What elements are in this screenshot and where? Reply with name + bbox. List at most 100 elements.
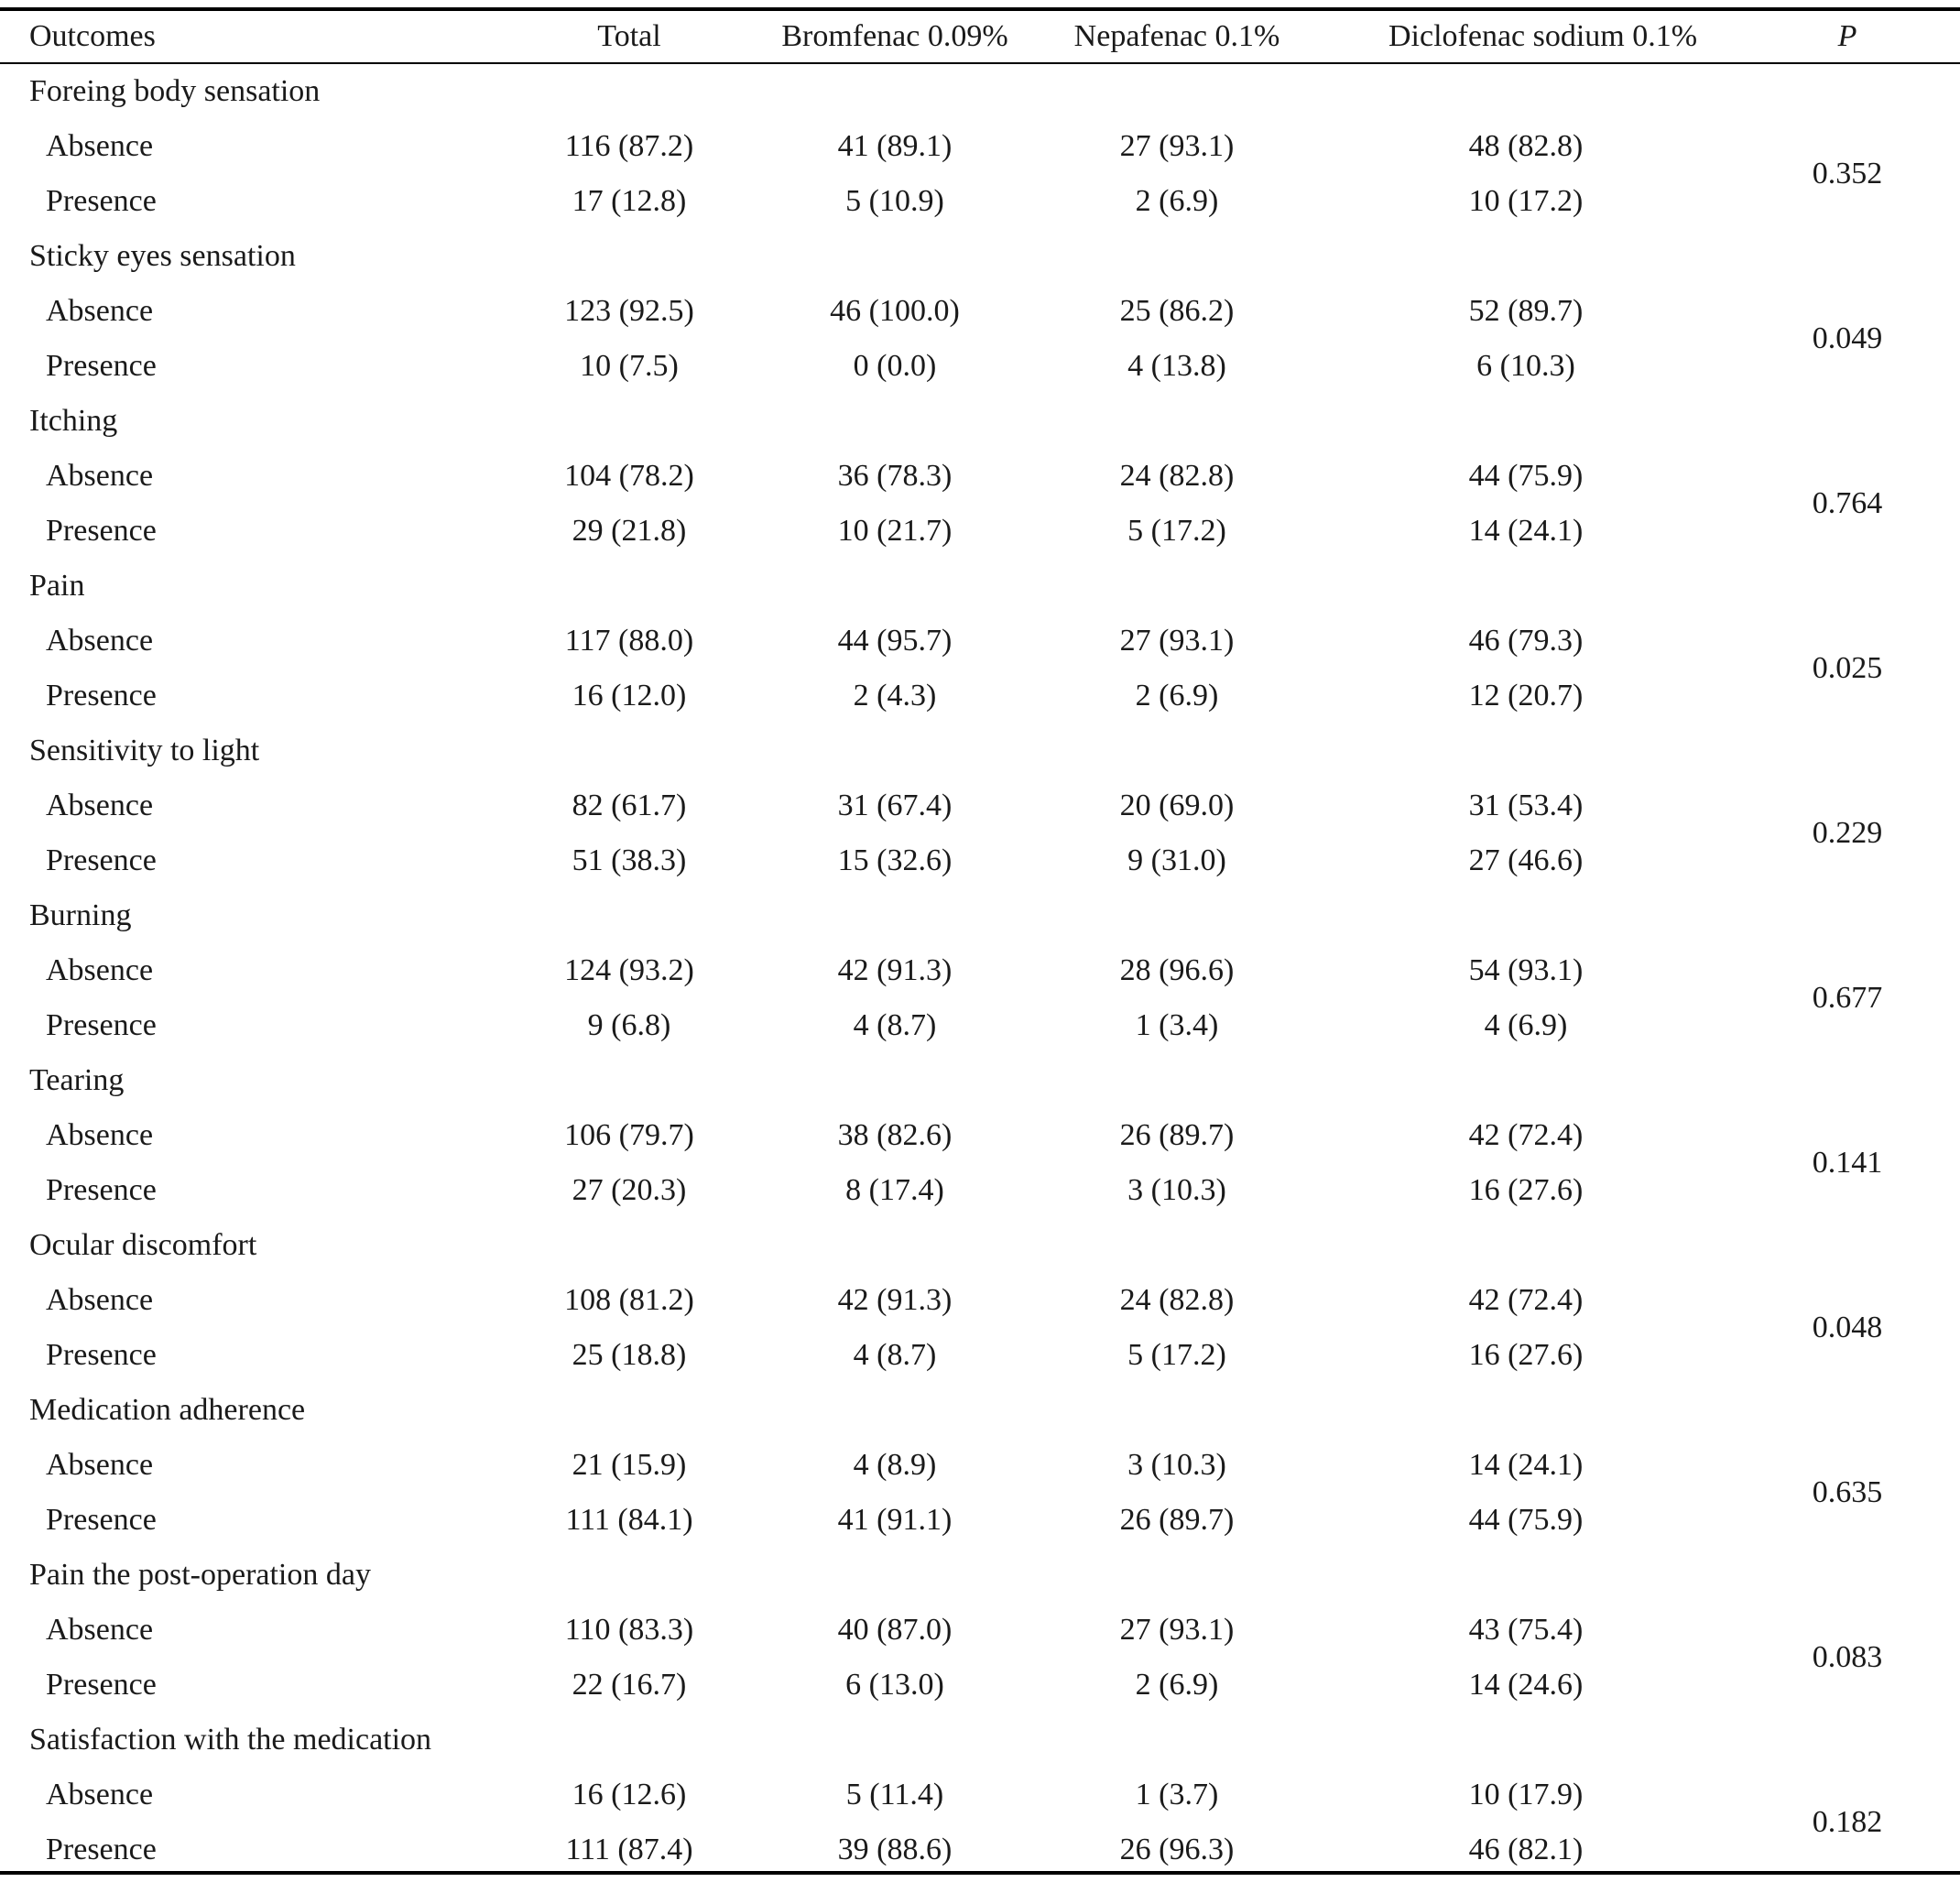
- outcome-label: Burning: [29, 898, 132, 932]
- cell-nepafenac: 2 (6.9): [1135, 679, 1219, 713]
- header-outcomes: Outcomes: [29, 19, 156, 53]
- table-row: Absence 123 (92.5) 46 (100.0) 25 (86.2) 52 (…: [0, 284, 1960, 339]
- table-row: Presence 111 (87.4) 39 (88.6) 26 (96.3) 46 (…: [0, 1822, 1960, 1877]
- category-label: Presence: [46, 1503, 157, 1537]
- category-label: Presence: [46, 1008, 157, 1042]
- p-value: 0.048: [1812, 1311, 1883, 1344]
- p-value: 0.635: [1812, 1475, 1883, 1509]
- cell-total: 17 (12.8): [572, 184, 687, 218]
- table-row: Presence 9 (6.8) 4 (8.7) 1 (3.4) 4 (6.9): [0, 998, 1960, 1053]
- cell-bromfenac: 6 (13.0): [845, 1668, 944, 1702]
- table-row: Presence 17 (12.8) 5 (10.9) 2 (6.9) 10 (17.2…: [0, 174, 1960, 229]
- category-label: Presence: [46, 349, 157, 383]
- cell-total: 111 (87.4): [565, 1833, 693, 1866]
- cell-nepafenac: 26 (96.3): [1119, 1833, 1235, 1866]
- cell-nepafenac: 3 (10.3): [1127, 1173, 1226, 1207]
- cell-nepafenac: 9 (31.0): [1127, 843, 1226, 877]
- category-label: Absence: [46, 1613, 154, 1647]
- cell-bromfenac: 40 (87.0): [837, 1613, 953, 1647]
- cell-diclofenac: 43 (75.4): [1468, 1613, 1584, 1647]
- cell-diclofenac: 52 (89.7): [1468, 294, 1584, 328]
- header-bromfenac: Bromfenac 0.09%: [781, 19, 1008, 53]
- cell-diclofenac: 4 (6.9): [1484, 1008, 1568, 1042]
- outcome-group-row: Ocular discomfort: [0, 1218, 1960, 1273]
- table-row: Presence 29 (21.8) 10 (21.7) 5 (17.2) 14 (24…: [0, 504, 1960, 559]
- cell-diclofenac: 54 (93.1): [1468, 953, 1584, 987]
- cell-nepafenac: 2 (6.9): [1135, 184, 1219, 218]
- cell-bromfenac: 41 (91.1): [837, 1503, 953, 1537]
- table-row: Presence 10 (7.5) 0 (0.0) 4 (13.8) 6 (10.3): [0, 339, 1960, 394]
- cell-total: 25 (18.8): [572, 1338, 687, 1372]
- p-value: 0.764: [1812, 486, 1883, 520]
- cell-total: 104 (78.2): [564, 459, 694, 493]
- p-value: 0.352: [1812, 157, 1883, 190]
- cell-diclofenac: 10 (17.9): [1468, 1778, 1584, 1811]
- cell-total: 10 (7.5): [580, 349, 679, 383]
- table-row: Presence 25 (18.8) 4 (8.7) 5 (17.2) 16 (27.6…: [0, 1328, 1960, 1383]
- category-label: Presence: [46, 1173, 157, 1207]
- p-value: 0.182: [1812, 1805, 1883, 1839]
- category-label: Absence: [46, 129, 154, 163]
- outcome-label: Sticky eyes sensation: [29, 239, 296, 273]
- cell-diclofenac: 27 (46.6): [1468, 843, 1584, 877]
- cell-total: 110 (83.3): [564, 1613, 694, 1647]
- category-label: Absence: [46, 789, 154, 822]
- outcome-group-row: Pain the post-operation day: [0, 1548, 1960, 1603]
- category-label: Absence: [46, 459, 154, 493]
- cell-total: 29 (21.8): [572, 514, 687, 548]
- cell-nepafenac: 20 (69.0): [1119, 789, 1235, 822]
- cell-bromfenac: 42 (91.3): [837, 953, 953, 987]
- cell-total: 124 (93.2): [564, 953, 694, 987]
- category-label: Absence: [46, 1778, 154, 1811]
- cell-diclofenac: 42 (72.4): [1468, 1118, 1584, 1152]
- outcome-label: Medication adherence: [29, 1393, 306, 1427]
- table-row: Absence 124 (93.2) 42 (91.3) 28 (96.6) 54 (9…: [0, 943, 1960, 998]
- cell-nepafenac: 28 (96.6): [1119, 953, 1235, 987]
- table-row: Presence 51 (38.3) 15 (32.6) 9 (31.0) 27 (46…: [0, 833, 1960, 888]
- outcome-group-row: Sticky eyes sensation: [0, 229, 1960, 284]
- cell-bromfenac: 5 (11.4): [845, 1778, 944, 1811]
- header-nepafenac: Nepafenac 0.1%: [1073, 19, 1280, 53]
- cell-nepafenac: 25 (86.2): [1119, 294, 1235, 328]
- table-header-row: Outcomes Total Bromfenac 0.09% Nepafenac…: [0, 9, 1960, 64]
- category-label: Presence: [46, 1668, 157, 1702]
- cell-total: 27 (20.3): [572, 1173, 687, 1207]
- category-label: Presence: [46, 514, 157, 548]
- cell-bromfenac: 46 (100.0): [830, 294, 960, 328]
- cell-total: 116 (87.2): [564, 129, 694, 163]
- cell-bromfenac: 10 (21.7): [837, 514, 953, 548]
- cell-bromfenac: 31 (67.4): [837, 789, 953, 822]
- cell-diclofenac: 44 (75.9): [1468, 1503, 1584, 1537]
- cell-total: 51 (38.3): [572, 843, 687, 877]
- cell-total: 82 (61.7): [572, 789, 687, 822]
- cell-nepafenac: 26 (89.7): [1119, 1503, 1235, 1537]
- outcome-group-row: Satisfaction with the medication: [0, 1713, 1960, 1768]
- table-row: Absence 104 (78.2) 36 (78.3) 24 (82.8) 44 (7…: [0, 449, 1960, 504]
- cell-total: 111 (84.1): [565, 1503, 693, 1537]
- cell-total: 117 (88.0): [564, 624, 694, 658]
- category-label: Absence: [46, 953, 154, 987]
- cell-bromfenac: 36 (78.3): [837, 459, 953, 493]
- category-label: Presence: [46, 184, 157, 218]
- cell-diclofenac: 12 (20.7): [1468, 679, 1584, 713]
- p-value: 0.677: [1812, 981, 1883, 1015]
- outcome-group-row: Itching: [0, 394, 1960, 449]
- outcome-group-row: Burning: [0, 888, 1960, 943]
- outcome-label: Satisfaction with the medication: [29, 1723, 432, 1757]
- cell-total: 108 (81.2): [564, 1283, 694, 1317]
- category-label: Absence: [46, 294, 154, 328]
- table-row: Presence 16 (12.0) 2 (4.3) 2 (6.9) 12 (20.7): [0, 669, 1960, 723]
- table-row: Presence 22 (16.7) 6 (13.0) 2 (6.9) 14 (24.6…: [0, 1658, 1960, 1713]
- cell-bromfenac: 38 (82.6): [837, 1118, 953, 1152]
- cell-diclofenac: 6 (10.3): [1476, 349, 1575, 383]
- table-top-rule: [0, 7, 1960, 11]
- outcome-label: Sensitivity to light: [29, 734, 260, 767]
- header-diclofenac: Diclofenac sodium 0.1%: [1388, 19, 1698, 53]
- cell-nepafenac: 27 (93.1): [1119, 624, 1235, 658]
- cell-total: 16 (12.6): [572, 1778, 687, 1811]
- cell-nepafenac: 27 (93.1): [1119, 129, 1235, 163]
- cell-diclofenac: 16 (27.6): [1468, 1338, 1584, 1372]
- cell-total: 123 (92.5): [564, 294, 694, 328]
- cell-nepafenac: 3 (10.3): [1127, 1448, 1226, 1482]
